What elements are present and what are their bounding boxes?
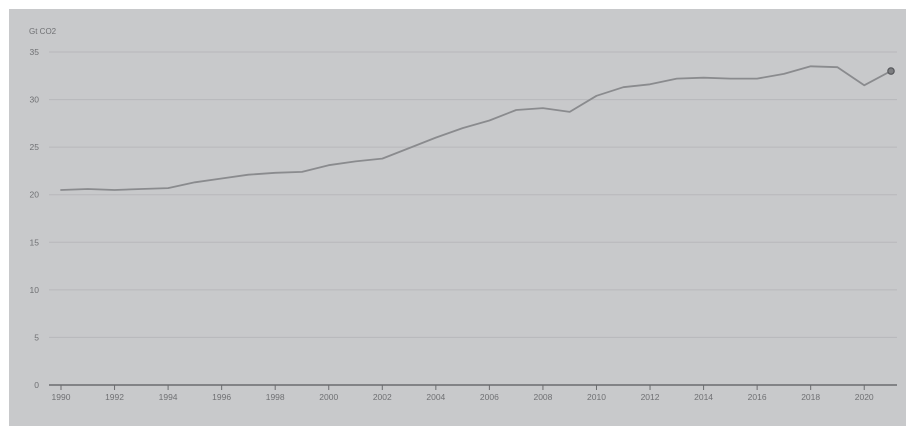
x-tick-label-2018: 2018 (801, 392, 820, 402)
x-tick-label-2012: 2012 (641, 392, 660, 402)
x-tick-label-2000: 2000 (319, 392, 338, 402)
x-tick-label-2016: 2016 (748, 392, 767, 402)
y-tick-label-5: 5 (34, 332, 39, 342)
y-tick-label-20: 20 (30, 190, 40, 200)
x-tick-label-2014: 2014 (694, 392, 713, 402)
x-tick-label-1994: 1994 (159, 392, 178, 402)
x-tick-label-2020: 2020 (855, 392, 874, 402)
x-tick-label-2006: 2006 (480, 392, 499, 402)
y-tick-label-35: 35 (30, 47, 40, 57)
x-tick-label-2008: 2008 (533, 392, 552, 402)
x-tick-label-2010: 2010 (587, 392, 606, 402)
x-tick-label-1996: 1996 (212, 392, 231, 402)
y-tick-label-10: 10 (30, 285, 40, 295)
x-tick-label-1992: 1992 (105, 392, 124, 402)
series-line-0 (60, 65, 892, 191)
y-axis-ticks: 0 5 10 15 20 25 30 35 (30, 47, 40, 390)
chart-panel: Gt CO2 0 5 10 15 20 25 30 35 1990 1992 1994 1996 19… (9, 9, 906, 426)
x-axis: 1990 1992 1994 1996 1998 2000 2002 2004 2006 2008… (49, 384, 897, 402)
y-tick-label-25: 25 (30, 142, 40, 152)
gridlines (49, 51, 897, 338)
end-point-marker (887, 67, 895, 75)
x-tick-label-2004: 2004 (426, 392, 445, 402)
y-axis-unit-label: Gt CO2 (29, 27, 57, 36)
x-tick-label-1990: 1990 (52, 392, 71, 402)
y-tick-label-30: 30 (30, 95, 40, 105)
x-tick-label-2002: 2002 (373, 392, 392, 402)
y-tick-label-15: 15 (30, 237, 40, 247)
x-tick-label-1998: 1998 (266, 392, 285, 402)
series-layer (60, 65, 895, 191)
y-tick-label-0: 0 (34, 380, 39, 390)
